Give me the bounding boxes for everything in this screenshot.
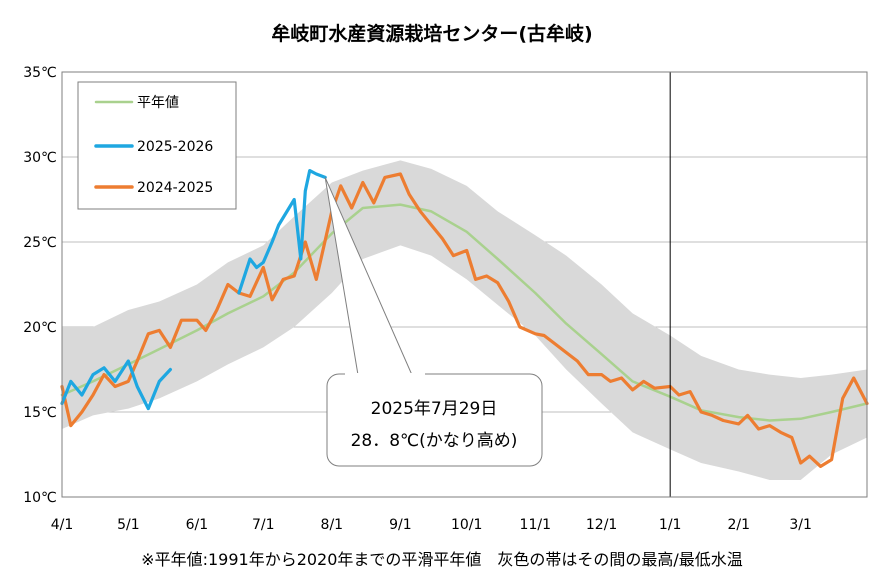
callout-box: [326, 373, 543, 467]
x-tick-label: 3/1: [789, 517, 812, 533]
legend-label: 2025-2026: [137, 139, 213, 155]
x-axis-ticks: 4/1 5/1 6/1 7/1 8/1 9/1 10/1 11/1 12/1 1/1 2/1 3/1: [51, 517, 812, 533]
y-tick-label: 30℃: [23, 150, 57, 166]
legend-label: 2024-2025: [137, 180, 213, 196]
normal-range-band: [62, 160, 867, 480]
series-line-2-0: [60, 172, 869, 468]
legend: 平年値 2025-2026 2024-2025: [77, 81, 237, 210]
chart-title: 牟岐町水産資源栽培センター(古牟岐): [271, 22, 592, 45]
series-line-0-0: [60, 203, 869, 422]
callout-joint: [345, 373, 425, 376]
annotation-callout: 2025年7月29日 28．8℃(かなり高め): [324, 177, 543, 467]
y-tick-label: 10℃: [23, 490, 57, 506]
series-line-1-0: [60, 359, 172, 411]
y-tick-label: 15℃: [23, 405, 57, 421]
x-tick-label: 11/1: [520, 517, 551, 533]
x-tick-label: 10/1: [451, 517, 482, 533]
x-tick-label: 7/1: [252, 517, 275, 533]
band-area: [62, 160, 867, 480]
x-tick-label: 5/1: [117, 517, 140, 533]
y-tick-label: 35℃: [23, 65, 57, 81]
y-tick-label: 25℃: [23, 235, 57, 251]
callout-line2: 28．8℃(かなり高め): [351, 431, 518, 451]
callout-line1: 2025年7月29日: [371, 399, 498, 419]
x-tick-label: 4/1: [51, 517, 74, 533]
x-tick-label: 1/1: [659, 517, 682, 533]
series-lines: [60, 169, 869, 468]
legend-label: 平年値: [137, 95, 179, 111]
y-axis-ticks: 10℃ 15℃ 20℃ 25℃ 30℃ 35℃: [23, 65, 57, 506]
plot-frame: [61, 71, 868, 498]
x-tick-label: 6/1: [186, 517, 209, 533]
footnote: ※平年値:1991年から2020年までの平滑平年値 灰色の帯はその間の最高/最低…: [141, 550, 743, 569]
series-line-1-1: [237, 169, 327, 295]
x-tick-label: 2/1: [727, 517, 750, 533]
x-tick-label: 8/1: [321, 517, 344, 533]
y-tick-label: 20℃: [23, 320, 57, 336]
x-tick-label: 12/1: [586, 517, 617, 533]
x-tick-label: 9/1: [389, 517, 412, 533]
